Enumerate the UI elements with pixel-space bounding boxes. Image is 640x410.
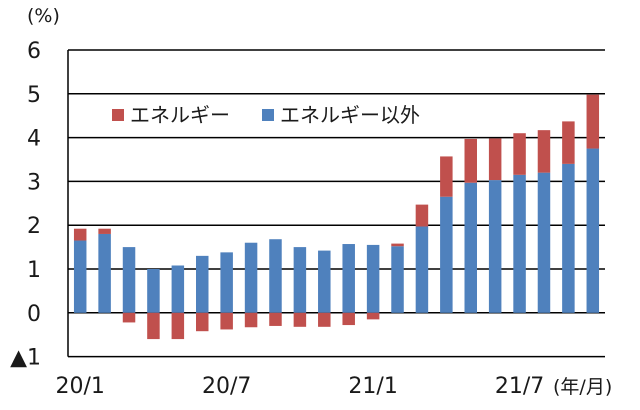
bar-energy	[98, 228, 111, 234]
bar-energy	[171, 312, 185, 340]
x-axis-tick-labels: 20/1 20/7 21/1 21/7	[56, 374, 545, 399]
y-tick-label: 6	[27, 39, 41, 64]
y-tick-label: 3	[27, 170, 41, 195]
bar-energy	[391, 243, 404, 247]
y-tick-label: 2	[27, 214, 41, 239]
bar-energy	[269, 312, 282, 326]
bar-non-energy	[464, 182, 477, 313]
legend-swatch-energy	[112, 109, 124, 121]
bar-non-energy	[366, 244, 380, 313]
bar-non-energy	[415, 226, 429, 313]
bar-energy	[220, 312, 233, 330]
y-tick-label: 0	[27, 302, 41, 327]
bar-series	[73, 94, 600, 340]
bar-non-energy	[488, 180, 502, 313]
bar-energy	[244, 312, 258, 328]
bar-energy	[147, 312, 160, 340]
bar-energy	[513, 133, 526, 175]
legend-label-energy: エネルギー	[130, 103, 230, 127]
bar-non-energy	[196, 255, 209, 313]
bar-non-energy	[513, 174, 526, 313]
bar-non-energy	[122, 247, 136, 313]
bar-energy	[537, 130, 551, 173]
bar-non-energy	[293, 247, 307, 313]
bar-non-energy	[318, 250, 331, 313]
bar-energy	[562, 121, 575, 164]
x-tick-label: 20/1	[56, 374, 105, 399]
legend-swatch-non-energy	[262, 109, 274, 121]
y-tick-label: 1	[27, 258, 41, 283]
bar-non-energy	[147, 269, 160, 313]
bar-energy	[440, 156, 453, 197]
y-tick-label: ▲1	[10, 346, 41, 371]
bar-energy	[318, 312, 331, 327]
bar-non-energy	[537, 172, 551, 313]
bar-non-energy	[98, 233, 111, 313]
bar-non-energy	[220, 252, 233, 313]
y-tick-label: 4	[27, 127, 41, 152]
bar-energy	[415, 204, 429, 227]
x-tick-label: 21/1	[348, 374, 397, 399]
y-tick-label: 5	[27, 83, 41, 108]
x-axis-unit-label: (年/月)	[553, 376, 612, 398]
bar-non-energy	[391, 246, 404, 313]
bar-non-energy	[586, 148, 600, 313]
x-tick-label: 20/7	[202, 374, 251, 399]
bar-non-energy	[440, 196, 453, 313]
bar-non-energy	[269, 239, 282, 313]
y-axis-unit-label: (%)	[27, 5, 60, 27]
legend: エネルギー エネルギー以外	[112, 103, 420, 127]
bar-non-energy	[73, 240, 87, 313]
bar-energy	[586, 94, 600, 149]
bar-energy	[293, 312, 307, 327]
bar-energy	[196, 312, 209, 332]
y-axis-tick-labels: 6 5 4 3 2 1 0 ▲1	[10, 39, 41, 371]
bar-energy	[464, 138, 477, 183]
bar-energy	[366, 312, 380, 320]
x-tick-label: 21/7	[495, 374, 544, 399]
bar-non-energy	[562, 163, 575, 313]
bar-non-energy	[171, 265, 185, 313]
bar-energy	[488, 138, 502, 181]
legend-label-non-energy: エネルギー以外	[280, 103, 420, 127]
bar-non-energy	[342, 244, 355, 313]
bar-non-energy	[244, 242, 258, 313]
bar-energy	[122, 312, 136, 323]
bar-energy	[73, 228, 87, 241]
bar-energy	[342, 312, 355, 326]
